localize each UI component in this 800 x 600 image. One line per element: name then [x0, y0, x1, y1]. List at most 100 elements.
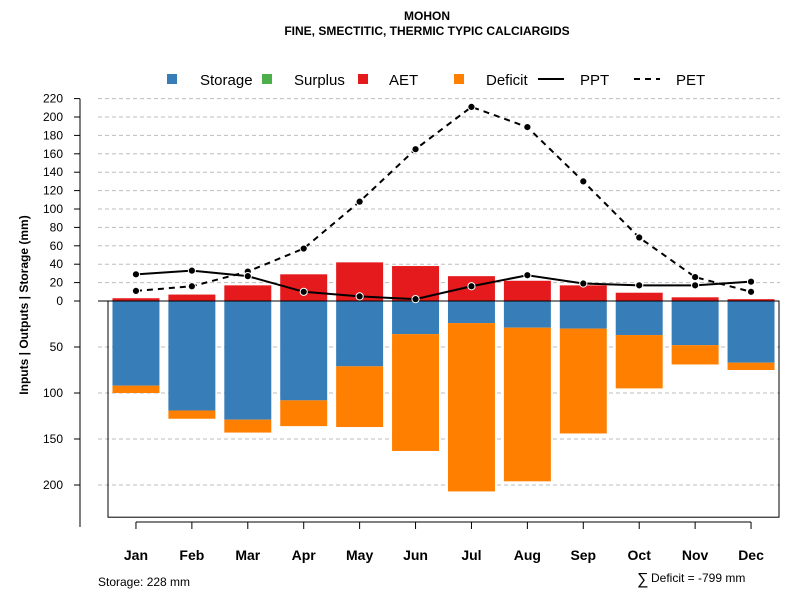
pet-point	[635, 233, 644, 242]
ppt-point	[187, 266, 196, 275]
y-tick-label: 150	[43, 432, 63, 446]
legend-swatch-storage	[167, 74, 177, 84]
storage-bar	[168, 301, 216, 411]
storage-bar	[671, 301, 719, 346]
y-tick-label: 160	[43, 147, 63, 161]
x-tick-label: Sep	[570, 547, 596, 563]
storage-bar	[112, 301, 160, 386]
x-tick-label: Aug	[514, 547, 541, 563]
storage-total: Storage: 228 mm	[98, 575, 190, 589]
deficit-bar	[671, 345, 719, 365]
x-tick-label: Mar	[235, 547, 260, 563]
ppt-point	[467, 282, 476, 291]
legend: Storage Surplus AET Deficit PPT PET	[167, 72, 705, 89]
x-tick-label: Jul	[461, 547, 481, 563]
x-tick-label: Jun	[403, 547, 428, 563]
y-tick-label: 0	[56, 294, 63, 308]
legend-label: Storage	[200, 72, 253, 89]
deficit-bar	[503, 327, 551, 482]
y-tick-label: 80	[50, 220, 64, 234]
storage-bar	[615, 301, 663, 336]
pet-point	[746, 287, 756, 296]
ppt-point	[411, 295, 420, 304]
chart-title: MOHON	[404, 9, 450, 23]
storage-bar	[392, 301, 440, 335]
y-tick-label: 100	[43, 386, 63, 400]
x-tick-label: Apr	[292, 547, 317, 563]
y-axis-label: Inputs | Outputs | Storage (mm)	[17, 215, 31, 394]
deficit-bar	[615, 335, 663, 389]
y-axis: 0 20 40 60 80 100 120 140 160 180 200 220 50 100 150 20…	[43, 92, 81, 527]
aet-bar	[615, 292, 663, 301]
sum-symbol-icon: ∑	[637, 571, 648, 588]
y-tick-label: 50	[50, 340, 64, 354]
y-tick-label: 220	[43, 92, 63, 106]
legend-label: PPT	[580, 72, 609, 89]
y-tick-label: 40	[50, 257, 64, 271]
legend-label: Surplus	[294, 72, 345, 89]
storage-bar	[727, 301, 775, 363]
aet-bar	[503, 280, 551, 301]
storage-bar	[280, 301, 328, 401]
y-tick-label: 60	[50, 239, 64, 253]
deficit-total: Deficit = -799 mm	[651, 571, 745, 585]
pet-point	[131, 286, 141, 295]
pet-point	[691, 272, 700, 282]
deficit-bar	[280, 400, 328, 427]
x-tick-label: Oct	[628, 547, 652, 563]
legend-swatch-aet	[358, 74, 368, 84]
pet-point	[467, 102, 476, 111]
y-tick-label: 120	[43, 184, 63, 198]
x-tick-label: May	[346, 547, 373, 563]
x-tick-label: Dec	[738, 547, 764, 563]
aet-bar	[224, 285, 272, 301]
x-axis: Jan Feb Mar Apr May Jun Jul Aug Sep Oct Nov Dec	[124, 521, 764, 563]
aet-bar	[112, 298, 160, 301]
pet-line	[135, 105, 752, 293]
pet-point	[187, 282, 196, 291]
chart-subtitle: FINE, SMECTITIC, THERMIC TYPIC CALCIARGI…	[284, 24, 569, 38]
pet-point	[411, 145, 420, 154]
x-tick-label: Nov	[682, 547, 709, 563]
deficit-bar	[112, 385, 160, 393]
deficit-bar	[559, 328, 607, 434]
ppt-point	[635, 281, 644, 290]
storage-bar	[336, 301, 384, 367]
ppt-point	[746, 277, 756, 286]
storage-bar	[224, 301, 272, 420]
legend-swatch-surplus	[262, 74, 272, 84]
ppt-point	[299, 287, 308, 296]
x-tick-label: Feb	[179, 547, 204, 563]
ppt-point	[691, 281, 700, 290]
legend-swatch-deficit	[454, 74, 464, 84]
pet-point	[299, 244, 308, 253]
y-tick-label: 140	[43, 165, 63, 179]
aet-bar	[671, 297, 719, 301]
aet-bar	[727, 299, 775, 301]
bars	[112, 262, 775, 492]
y-tick-label: 20	[50, 276, 64, 290]
ppt-line	[135, 269, 752, 301]
aet-bar	[559, 285, 607, 301]
deficit-bar	[168, 410, 216, 419]
deficit-bar	[392, 334, 440, 451]
ppt-point	[131, 270, 141, 279]
pet-point	[523, 123, 532, 132]
legend-label: Deficit	[486, 72, 529, 89]
storage-bar	[503, 301, 551, 328]
y-tick-label: 180	[43, 128, 63, 142]
aet-bar	[168, 294, 216, 301]
x-tick-label: Jan	[124, 547, 148, 563]
y-tick-label: 100	[43, 202, 63, 216]
ppt-point	[355, 292, 364, 301]
ppt-point	[523, 271, 532, 280]
legend-label: PET	[676, 72, 705, 89]
pet-point	[355, 197, 364, 206]
deficit-bar	[447, 323, 495, 492]
y-tick-label: 200	[43, 110, 63, 124]
deficit-bar	[224, 419, 272, 433]
y-tick-label: 200	[43, 478, 63, 492]
deficit-bar	[727, 362, 775, 370]
storage-bar	[559, 301, 607, 329]
